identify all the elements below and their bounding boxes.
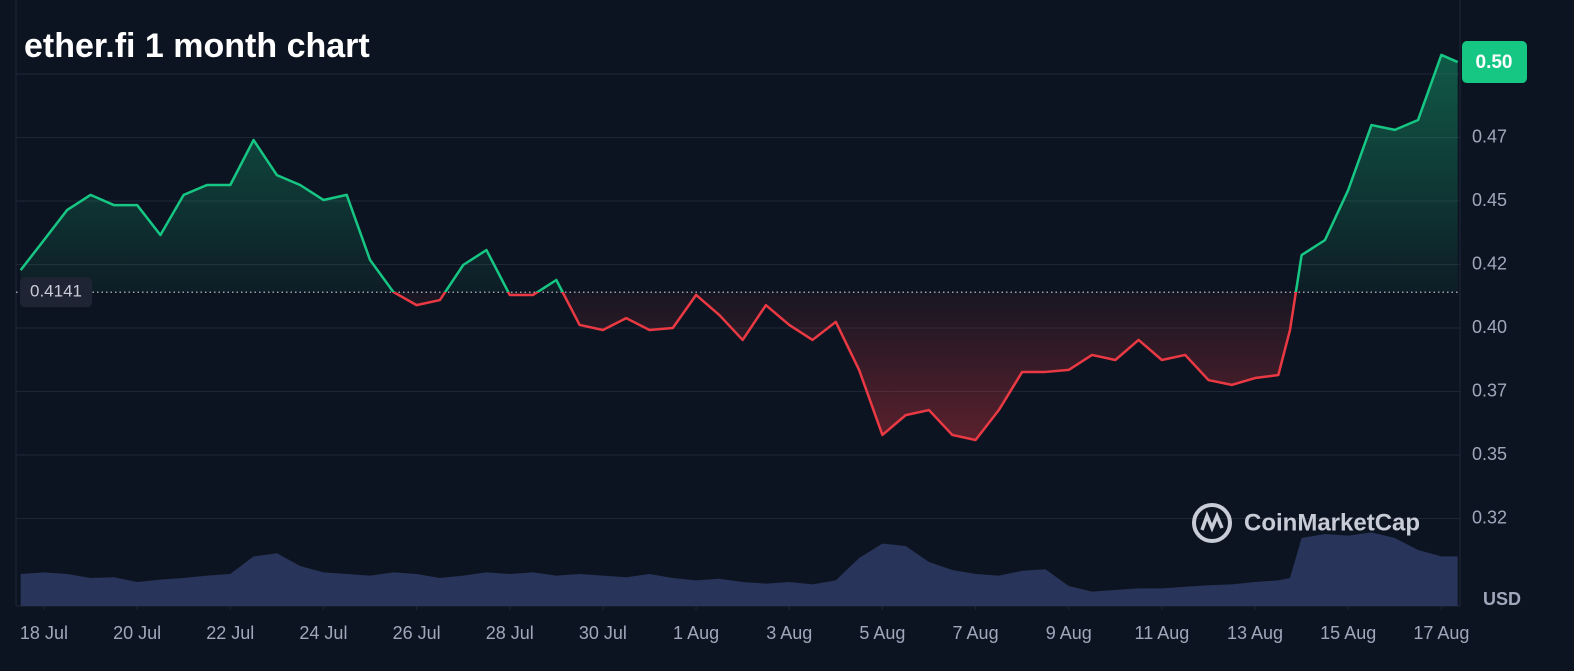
x-tick-label: 15 Aug bbox=[1320, 623, 1376, 643]
chart-title: ether.fi 1 month chart bbox=[24, 27, 370, 65]
x-tick-label: 28 Jul bbox=[486, 623, 534, 643]
volume bbox=[20, 532, 1458, 606]
current-price-label: 0.50 bbox=[1476, 52, 1513, 73]
x-tick-label: 1 Aug bbox=[673, 623, 719, 643]
volume-area bbox=[20, 532, 1458, 606]
x-tick-label: 18 Jul bbox=[20, 623, 68, 643]
labels: 0.32 0.35 0.37 0.40 0.42 0.45 0.47 0.50 18 Jul 20… bbox=[20, 41, 1527, 643]
x-tick-label: 24 Jul bbox=[299, 623, 347, 643]
watermark-logo bbox=[1200, 511, 1224, 533]
x-tick-label: 22 Jul bbox=[206, 623, 254, 643]
x-tick-label: 13 Aug bbox=[1227, 623, 1283, 643]
current-price-box bbox=[1462, 41, 1527, 84]
x-tick-label: 3 Aug bbox=[766, 623, 812, 643]
y-tick-label: 0.47 bbox=[1472, 126, 1507, 146]
x-tick-label: 5 Aug bbox=[859, 623, 905, 643]
baseline-label: 0.4141 bbox=[30, 282, 82, 301]
y-tick-label: 0.40 bbox=[1472, 317, 1507, 337]
x-tick-label: 7 Aug bbox=[953, 623, 999, 643]
y-tick-label: 0.45 bbox=[1472, 190, 1507, 210]
x-tick-label: 26 Jul bbox=[393, 623, 441, 643]
x-tick-label: 17 Aug bbox=[1413, 623, 1469, 643]
baseline-label-box bbox=[20, 277, 92, 308]
y-tick-label: 0.37 bbox=[1472, 380, 1507, 400]
x-tick-label: 9 Aug bbox=[1046, 623, 1092, 643]
price-line bbox=[19, 53, 1459, 442]
x-tick-label: 11 Aug bbox=[1135, 623, 1190, 643]
watermark: CoinMarketCap bbox=[1192, 503, 1420, 543]
y-tick-label: 0.35 bbox=[1472, 444, 1507, 464]
y-tick-label: 0.42 bbox=[1472, 253, 1507, 273]
y-unit: USD bbox=[1483, 589, 1521, 609]
x-tick-label: 30 Jul bbox=[579, 623, 627, 643]
watermark-logo bbox=[1192, 503, 1232, 543]
plot bbox=[16, 53, 1460, 442]
y-tick-label: 0.32 bbox=[1472, 507, 1507, 527]
watermark-text: CoinMarketCap bbox=[1244, 509, 1420, 536]
price-area bbox=[20, 54, 1458, 441]
x-tick-label: 20 Jul bbox=[113, 623, 161, 643]
